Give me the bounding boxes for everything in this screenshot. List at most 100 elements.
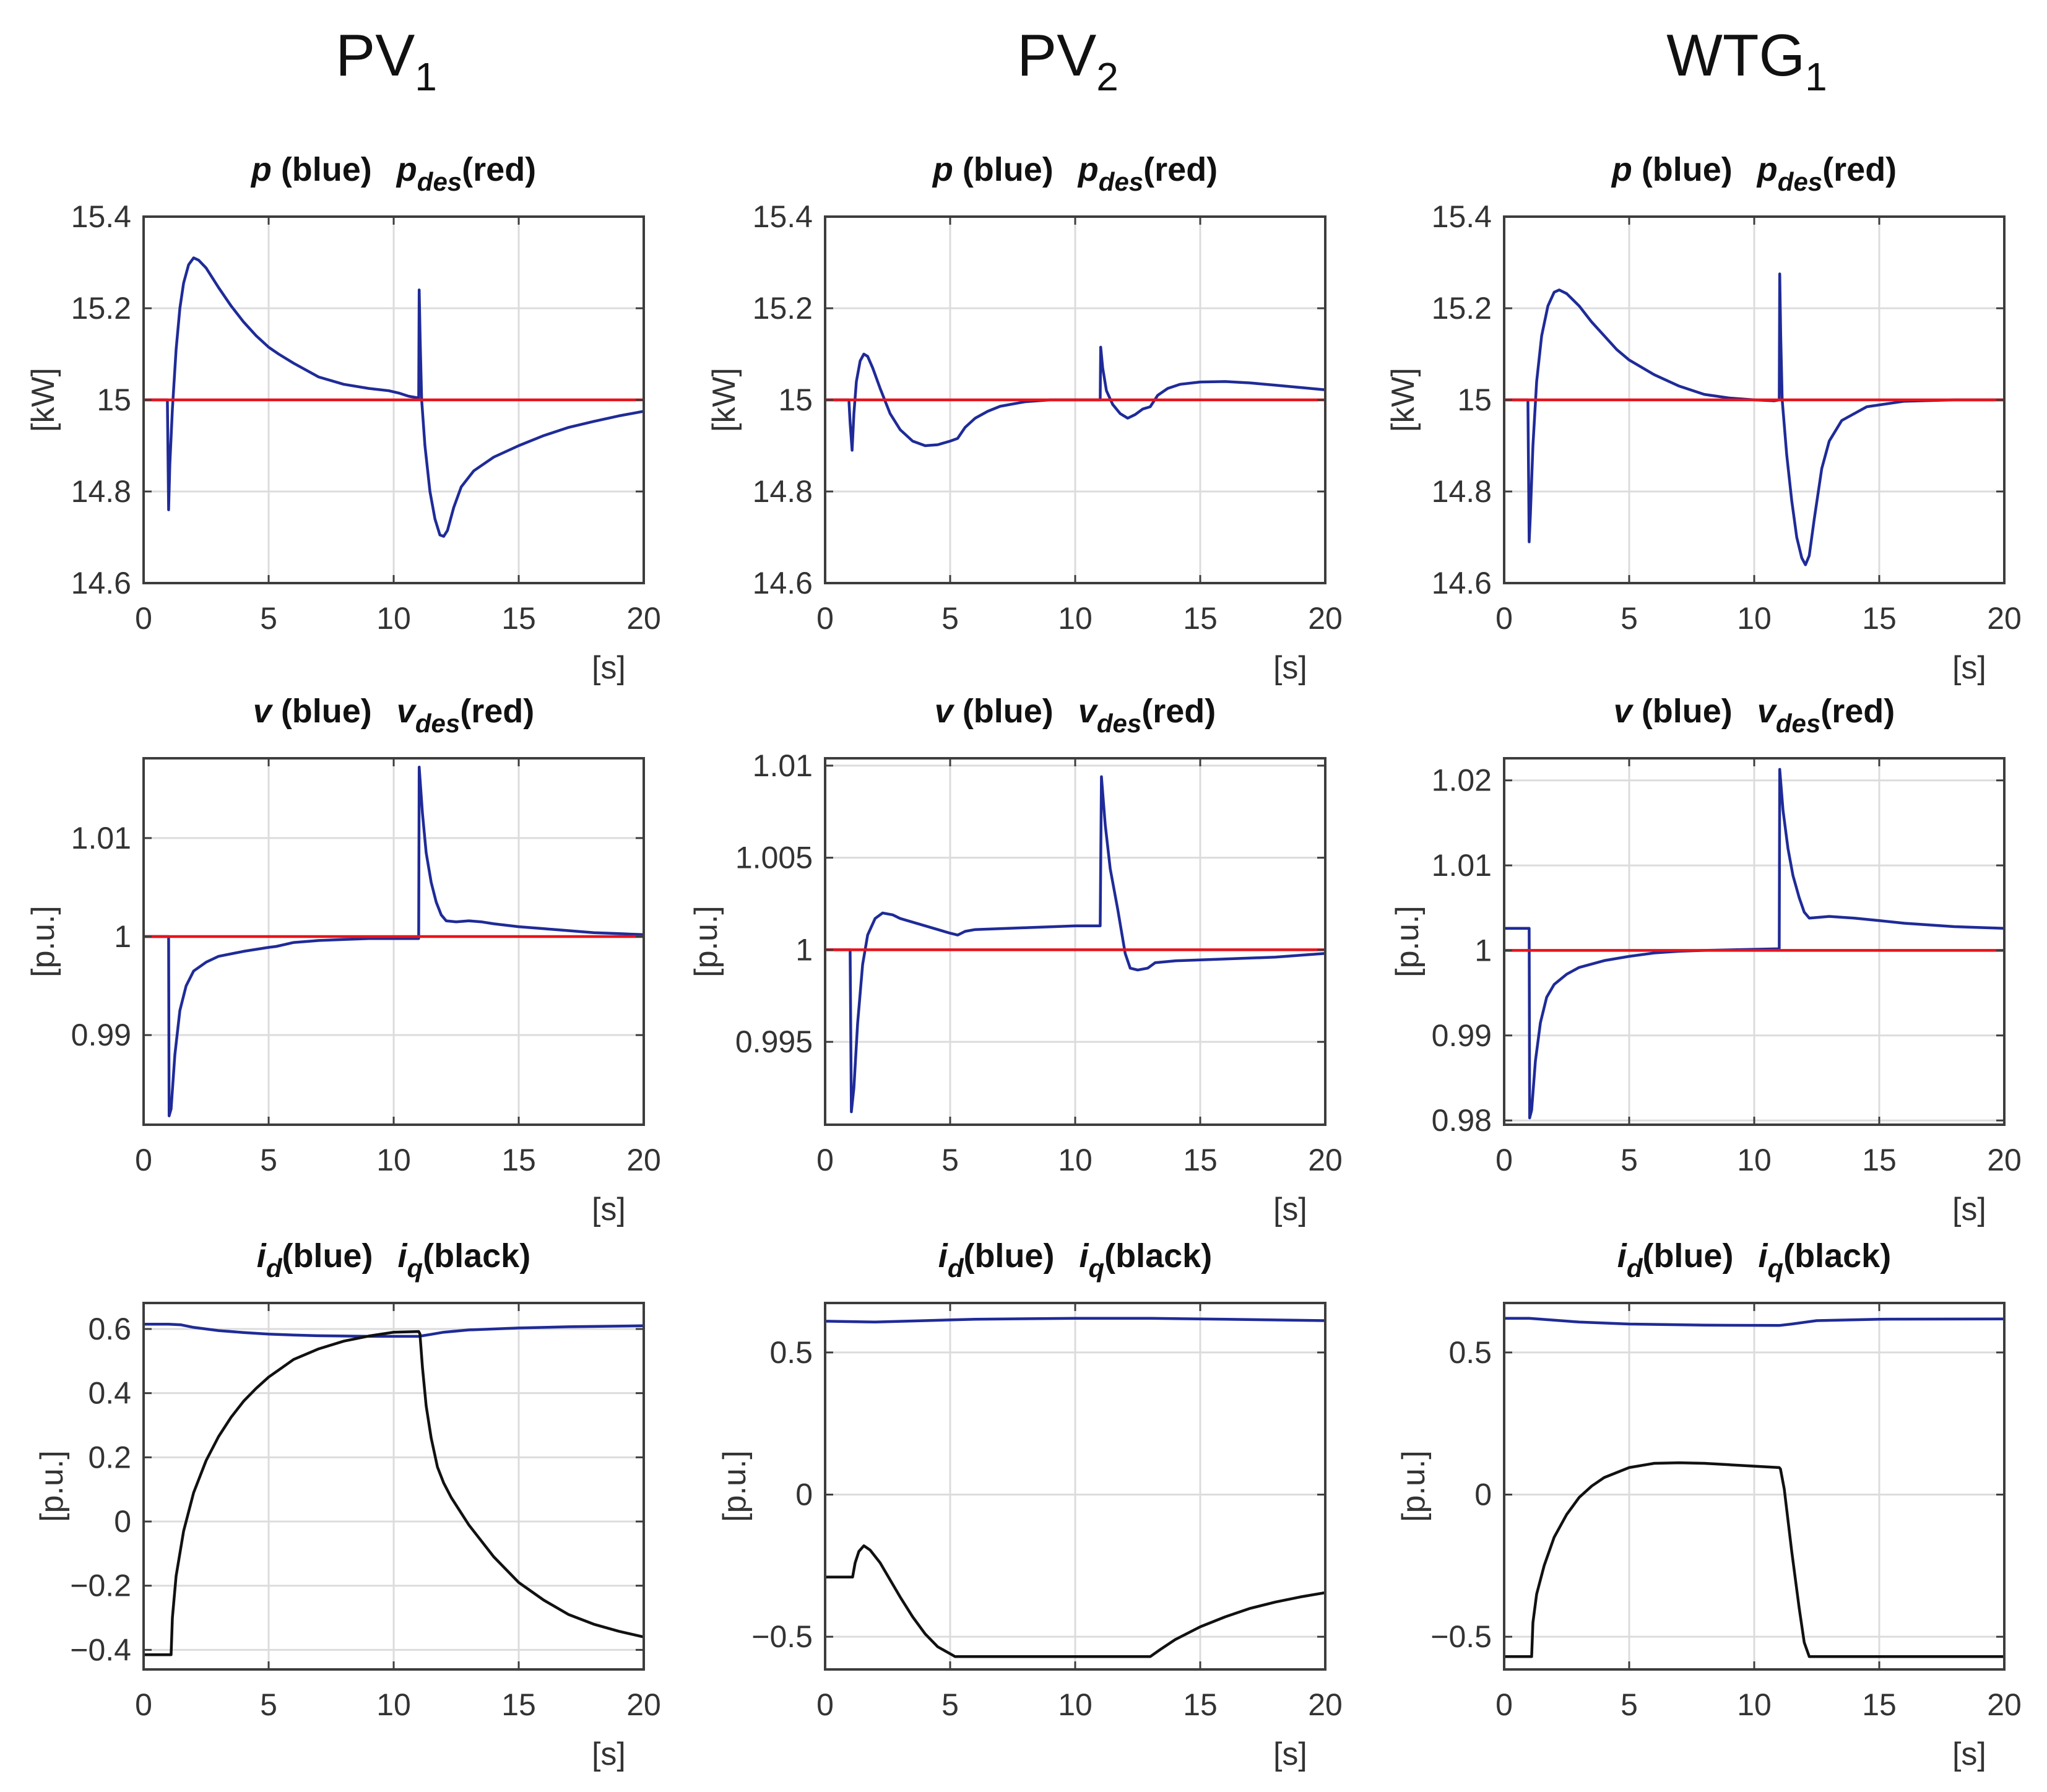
pv2-power-xlabel: [s] xyxy=(1273,650,1307,686)
wtg1-voltage-ytick-label: 1 xyxy=(1474,933,1492,967)
pv1-voltage-ytick-label: 0.99 xyxy=(71,1018,131,1052)
wtg1-current-id-line xyxy=(1504,1317,2004,1327)
title-color-note: (blue) xyxy=(1632,151,1733,188)
wtg1-current-ylabel: [p.u.] xyxy=(1396,1450,1432,1522)
pv1-voltage-title: v (blue) vdes(red) xyxy=(253,693,534,738)
title-variable: v xyxy=(1614,693,1634,730)
pv2-current-ylabel: [p.u.] xyxy=(717,1450,753,1522)
wtg1-current-ytick-label: 0.5 xyxy=(1448,1335,1492,1370)
panel-pv2-current: 0 5 10 15 200.50−0.5[s][p.u.]id(blue) iq(blac… xyxy=(717,1237,1343,1772)
title-variable: i xyxy=(938,1237,948,1275)
pv1-power-xtick-label: 5 xyxy=(260,601,277,636)
pv2-voltage-xtick-label: 20 xyxy=(1308,1143,1343,1177)
pv2-power-ytick-label: 14.6 xyxy=(753,566,813,600)
wtg1-voltage-ytick-label: 0.99 xyxy=(1432,1018,1492,1053)
title-subscript: q xyxy=(1088,1253,1104,1283)
pv2-voltage-v-line xyxy=(825,775,1325,1114)
panel-pv2-power: 0 5 10 15 20 15.4 15.2 15 14.8 14.6 [s] [kW] p (blue… xyxy=(706,151,1343,686)
wtg1-current-xtick-label: 0 xyxy=(1495,1687,1513,1722)
title-color-note: (red) xyxy=(1820,693,1895,730)
pv1-power-xlabel: [s] xyxy=(592,650,626,686)
wtg1-power-ylabel: [kW] xyxy=(1385,368,1421,432)
pv1-voltage-xtick-label: 0 xyxy=(135,1143,152,1177)
wtg1-voltage-title: v (blue) vdes(red) xyxy=(1614,693,1895,738)
title-subscript: des xyxy=(1776,709,1820,738)
pv1-voltage-xtick-label: 5 xyxy=(260,1143,277,1177)
title-color-note: (blue) xyxy=(953,693,1054,730)
wtg1-voltage-xlabel: [s] xyxy=(1952,1192,1986,1227)
pv1-power-ytick-label: 14.8 xyxy=(71,474,131,509)
wtg1-voltage-xtick-label: 0 xyxy=(1495,1143,1513,1177)
pv1-current-ytick-label: 0.4 xyxy=(88,1376,131,1411)
title-color-note: (blue) xyxy=(282,1237,373,1275)
panel-wtg1-voltage: 0 5 10 15 20 1.02 1.01 1 0.99 0.98 [s] [p.u.] v (blu… xyxy=(1390,693,2022,1227)
title-color-note: (blue) xyxy=(953,151,1054,188)
title-color-note: (blue) xyxy=(963,1237,1054,1275)
wtg1-power-xlabel: [s] xyxy=(1952,650,1986,686)
pv1-power-xtick-label: 0 xyxy=(135,601,152,636)
wtg1-current-ytick-label: −0.5 xyxy=(1430,1619,1492,1654)
title-variable: p xyxy=(250,151,272,188)
wtg1-power-xtick-label: 20 xyxy=(1987,601,2022,636)
wtg1-current-xtick-label: 20 xyxy=(1987,1687,2022,1722)
pv2-current-xlabel: [s] xyxy=(1273,1736,1307,1772)
column-header-label: PV xyxy=(1017,22,1096,89)
pv1-current-xtick-label: 10 xyxy=(376,1687,411,1722)
pv2-voltage-series-group xyxy=(825,775,1325,1114)
wtg1-current-series-group xyxy=(1504,1317,2004,1658)
title-variable: i xyxy=(257,1237,267,1275)
title-color-note: (blue) xyxy=(272,151,372,188)
pv2-power-xtick-label: 0 xyxy=(816,601,834,636)
pv1-power-ytick-label: 15.2 xyxy=(71,291,131,326)
title-variable: v xyxy=(253,693,274,730)
panel-wtg1-current: 0 5 10 15 200.50−0.5[s][p.u.]id(blue) iq(blac… xyxy=(1396,1237,2022,1772)
pv2-current-xtick-label: 15 xyxy=(1183,1687,1218,1722)
wtg1-current-xtick-label: 10 xyxy=(1737,1687,1772,1722)
pv2-current-xtick-label: 5 xyxy=(941,1687,959,1722)
pv1-current-title: id(blue) iq(black) xyxy=(257,1237,530,1283)
title-subscript: q xyxy=(1767,1253,1783,1283)
pv1-voltage-v-line xyxy=(144,766,644,1117)
pv1-current-ytick-label: −0.4 xyxy=(70,1632,131,1667)
pv2-current-id-line xyxy=(825,1317,1325,1324)
pv2-power-ytick-label: 15 xyxy=(778,383,813,417)
pv2-power-ylabel: [kW] xyxy=(706,368,742,432)
wtg1-power-ytick-label: 14.8 xyxy=(1432,474,1492,509)
title-color-note: (blue) xyxy=(272,693,372,730)
pv2-current-iq-line xyxy=(825,1544,1325,1658)
pv1-power-p-line xyxy=(144,256,644,538)
pv1-voltage-xtick-label: 10 xyxy=(376,1143,411,1177)
wtg1-current-xlabel: [s] xyxy=(1952,1736,1986,1772)
pv2-power-title: p (blue) pdes(red) xyxy=(932,151,1218,196)
pv1-current-ytick-label: 0.6 xyxy=(88,1312,131,1346)
title-variable: i xyxy=(397,1237,407,1275)
pv1-voltage-xtick-label: 20 xyxy=(626,1143,661,1177)
pv2-current-ytick-label: 0.5 xyxy=(769,1335,813,1370)
title-color-note: (blue) xyxy=(1642,1237,1733,1275)
wtg1-voltage-ylabel: [p.u.] xyxy=(1390,906,1426,977)
wtg1-voltage-ytick-label: 0.98 xyxy=(1432,1103,1492,1138)
pv1-current-xtick-label: 15 xyxy=(501,1687,536,1722)
title-variable: i xyxy=(1758,1237,1768,1275)
wtg1-voltage-series-group xyxy=(1504,768,2004,1120)
title-color-note: (black) xyxy=(1783,1237,1891,1275)
title-subscript: d xyxy=(1627,1253,1643,1283)
pv2-current-xtick-label: 20 xyxy=(1308,1687,1343,1722)
wtg1-power-ytick-label: 15 xyxy=(1457,383,1492,417)
title-subscript: q xyxy=(407,1253,423,1283)
pv2-voltage-title: v (blue) vdes(red) xyxy=(935,693,1216,738)
pv1-current-iq-line xyxy=(144,1330,644,1656)
title-subscript: des xyxy=(415,709,460,738)
pv2-power-xtick-label: 5 xyxy=(941,601,959,636)
column-header-wtg1: WTG1 xyxy=(1666,22,1827,99)
wtg1-power-xtick-label: 0 xyxy=(1495,601,1513,636)
title-variable: i xyxy=(1617,1237,1627,1275)
wtg1-voltage-xtick-label: 10 xyxy=(1737,1143,1772,1177)
pv2-power-xtick-label: 15 xyxy=(1183,601,1218,636)
wtg1-power-ytick-label: 15.2 xyxy=(1432,291,1492,326)
title-variable: i xyxy=(1079,1237,1089,1275)
column-header-label: WTG xyxy=(1666,22,1805,89)
pv2-voltage-xlabel: [s] xyxy=(1273,1192,1307,1227)
title-color-note: (black) xyxy=(423,1237,530,1275)
